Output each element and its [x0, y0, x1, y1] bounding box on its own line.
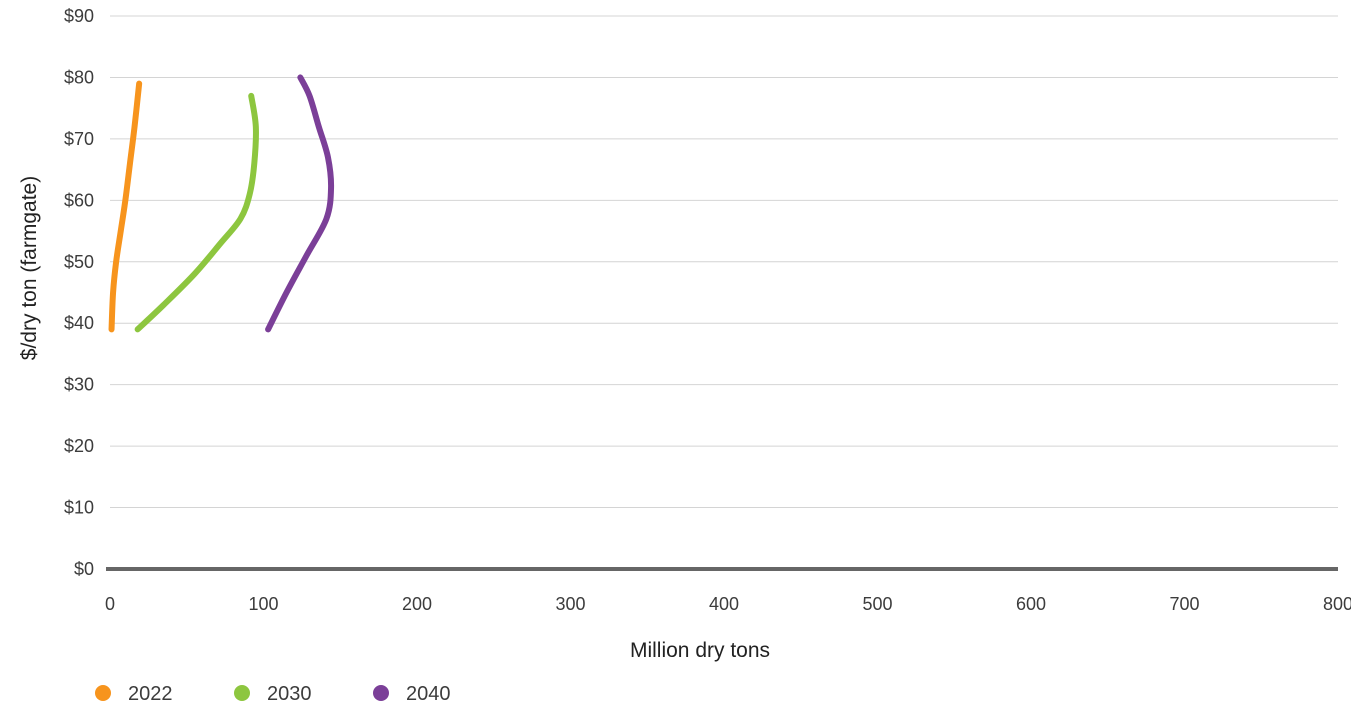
y-tick-label: $50	[64, 252, 94, 272]
legend-label-2022: 2022	[128, 683, 173, 705]
x-tick-label: 100	[248, 594, 278, 614]
series-lines	[108, 74, 335, 333]
x-tick-label: 500	[862, 594, 892, 614]
y-tick-label: $80	[64, 67, 94, 87]
gridlines	[110, 15, 1338, 509]
legend-marker-2030	[234, 685, 250, 701]
y-tick-label: $40	[64, 313, 94, 333]
y-tick-label: $90	[64, 6, 94, 26]
x-tick-label: 800	[1323, 594, 1351, 614]
series-line-2022	[108, 80, 143, 333]
y-tick-label: $10	[64, 498, 94, 518]
legend-marker-2040	[373, 685, 389, 701]
x-tick-label: 600	[1016, 594, 1046, 614]
x-tick-label: 700	[1169, 594, 1199, 614]
legend-marker-2022	[95, 685, 111, 701]
series-line-2040	[265, 74, 335, 333]
x-axis-ticks: 0 100 200 300 400 500 600 700 800	[105, 594, 1351, 614]
legend: 2022 2030 2040	[95, 683, 451, 705]
legend-label-2040: 2040	[406, 683, 451, 705]
x-tick-label: 300	[555, 594, 585, 614]
legend-label-2030: 2030	[267, 683, 312, 705]
x-tick-label: 200	[402, 594, 432, 614]
y-tick-label: $20	[64, 436, 94, 456]
series-line-2030	[134, 92, 259, 333]
y-tick-label: $70	[64, 129, 94, 149]
x-axis-title: Million dry tons	[630, 639, 770, 662]
y-axis-ticks: $0 $10 $20 $30 $40 $50 $60 $70 $80 $90	[64, 6, 94, 579]
y-tick-label: $60	[64, 190, 94, 210]
y-tick-label: $30	[64, 375, 94, 395]
x-tick-label: 400	[709, 594, 739, 614]
y-tick-label: $0	[74, 559, 94, 579]
y-axis-title: $/dry ton (farmgate)	[18, 176, 41, 360]
x-tick-label: 0	[105, 594, 115, 614]
